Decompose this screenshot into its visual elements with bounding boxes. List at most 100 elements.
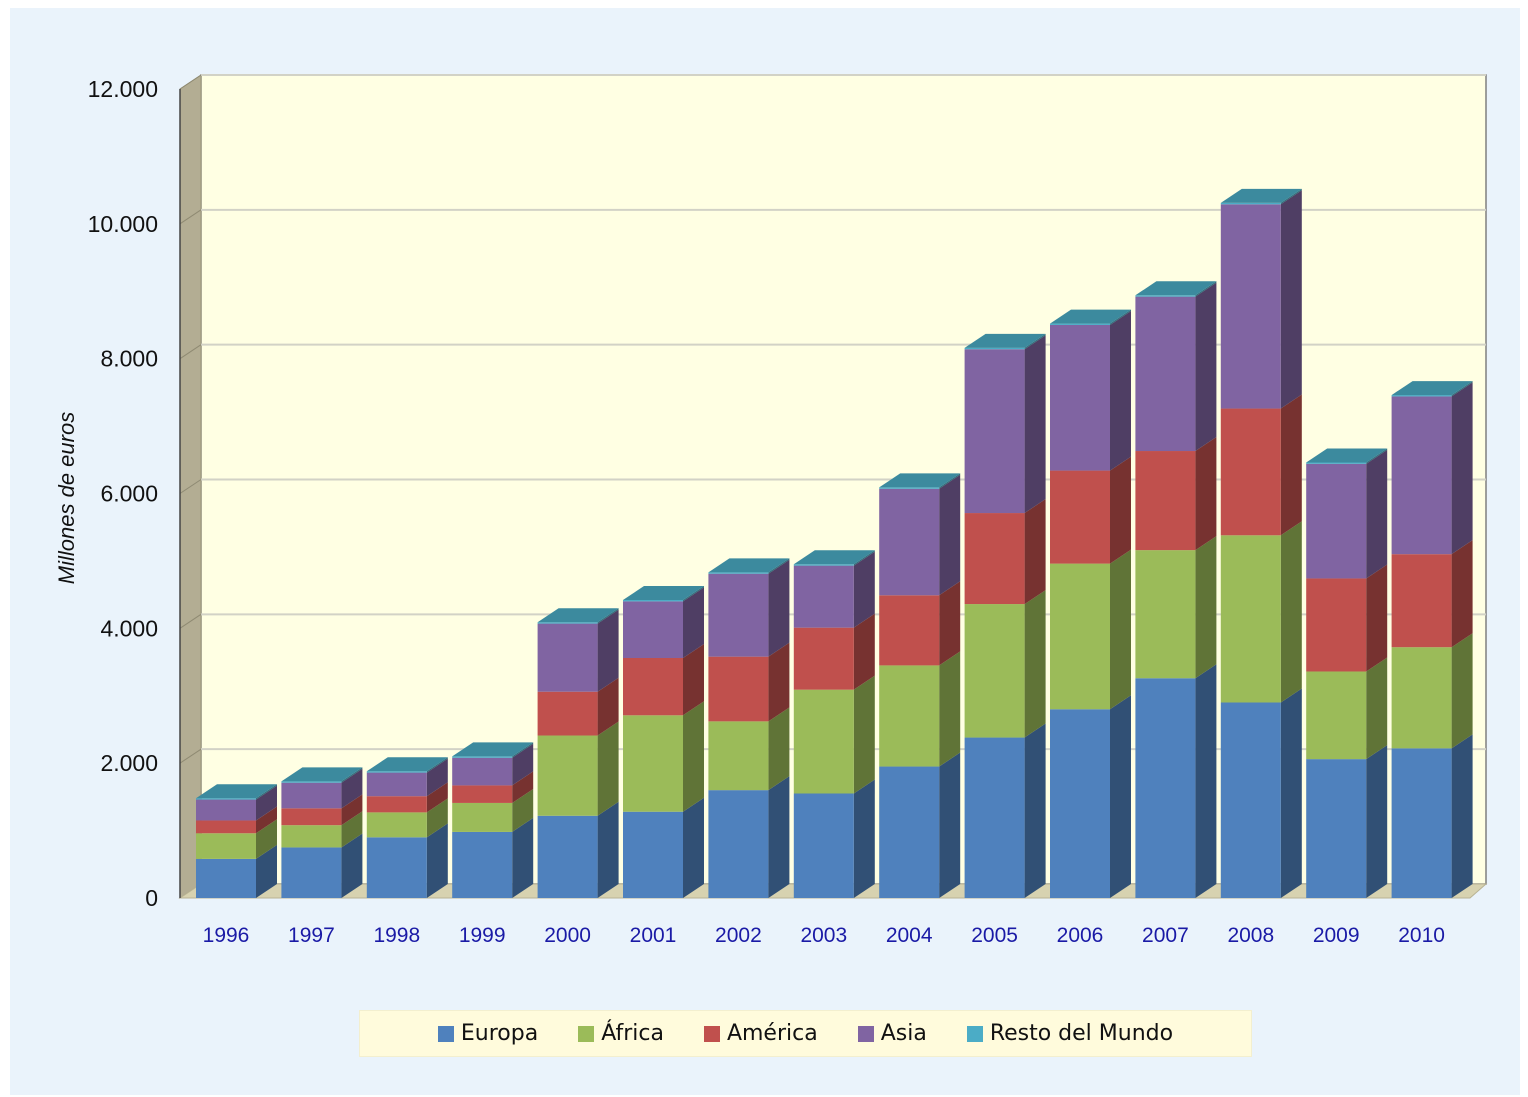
bar-2009-europa: [1306, 745, 1388, 898]
legend-item: Asia: [857, 1021, 927, 1046]
bar-front: [708, 790, 769, 898]
bar-1999-am-rica: [452, 771, 534, 803]
bar-side: [768, 642, 790, 722]
bar-1998-am-rica: [366, 782, 448, 813]
bar-front: [281, 847, 342, 898]
bar-front: [366, 796, 427, 813]
bar-side: [341, 767, 363, 783]
bar-front: [281, 781, 342, 783]
bar-2004-am-rica: [879, 581, 961, 666]
bar-front: [1306, 462, 1367, 464]
bar-side: [1451, 633, 1473, 749]
bar-2008-resto-del-mundo: [1220, 188, 1302, 205]
bar-2007--frica: [1135, 536, 1217, 679]
bar-front: [452, 757, 513, 786]
x-tick-label: 2007: [1142, 924, 1189, 947]
bar-2002-am-rica: [708, 642, 790, 722]
bar-side: [1366, 657, 1388, 760]
bar-side: [256, 806, 277, 834]
bar-side: [426, 758, 448, 797]
bar-front: [623, 715, 683, 812]
gridline-side: [179, 209, 202, 225]
bar-side: [1110, 309, 1131, 325]
bar-front: [1050, 563, 1110, 710]
bar-top: [708, 558, 790, 573]
bar-1996-resto-del-mundo: [196, 784, 277, 800]
bar-top: [1135, 281, 1217, 296]
x-tick-label: 1997: [288, 924, 335, 947]
bar-side: [853, 779, 875, 898]
bar-2007-resto-del-mundo: [1135, 281, 1217, 297]
bar-front: [1391, 748, 1452, 898]
bar-2002-europa: [708, 776, 790, 898]
bar-2005-am-rica: [964, 499, 1046, 605]
bar-1996-europa: [196, 844, 277, 898]
bar-front: [366, 837, 427, 898]
legend-item: Resto del Mundo: [966, 1021, 1173, 1046]
y-tick-label: 10.000: [88, 211, 158, 237]
bar-1998-asia: [366, 758, 448, 797]
bar-front: [708, 721, 769, 791]
bar-front: [1050, 323, 1110, 325]
bar-side: [512, 743, 534, 786]
bar-front: [964, 737, 1025, 898]
bar-front: [1220, 204, 1281, 409]
bar-side: [512, 771, 534, 803]
bar-side: [1366, 449, 1388, 579]
bar-side: [1024, 499, 1046, 605]
axes: 0 2.000 4.000 6.000 8.000 10.000 12.000 1996 199…: [88, 76, 1445, 947]
bar-2000-asia: [537, 609, 619, 692]
bar-side: [1366, 564, 1388, 672]
bar-front: [793, 627, 854, 690]
bar-front: [537, 623, 598, 692]
bar-side: [853, 551, 875, 628]
bar-front: [623, 811, 683, 898]
legend-swatch: [437, 1025, 454, 1042]
bar-side: [426, 757, 448, 773]
legend-label: Asia: [880, 1021, 927, 1046]
bar-2001-asia: [623, 587, 704, 658]
x-tick-label: 2003: [800, 924, 847, 947]
bar-2006-resto-del-mundo: [1050, 309, 1131, 325]
legend-label: América: [726, 1021, 818, 1046]
bar-front: [879, 487, 940, 489]
gridline-side: [179, 344, 202, 360]
x-tick-label: 2001: [630, 924, 677, 947]
bars: [196, 188, 1473, 898]
bar-1999-resto-del-mundo: [452, 742, 534, 758]
bar-front: [1220, 535, 1281, 703]
bar-front: [1135, 550, 1196, 679]
legend-item: África: [578, 1021, 664, 1046]
bar-front: [1050, 470, 1110, 564]
bar-side: [1451, 540, 1473, 648]
bar-front: [537, 735, 598, 816]
bar-front: [793, 565, 854, 628]
bar-side: [1024, 333, 1046, 350]
bar-1999-europa: [452, 817, 534, 898]
bar-2010-europa: [1391, 734, 1473, 898]
bar-2001--frica: [623, 701, 704, 812]
bar-side: [853, 675, 875, 794]
bar-front: [1306, 578, 1367, 672]
bar-side: [426, 782, 448, 813]
bar-side: [597, 801, 619, 898]
gridline-side: [179, 613, 202, 629]
bar-2009--frica: [1306, 657, 1388, 760]
bar-side: [1366, 745, 1388, 898]
bar-side: [512, 788, 534, 832]
x-tick-label: 2010: [1398, 924, 1445, 947]
bar-front: [366, 771, 427, 773]
bar-side: [768, 558, 790, 574]
bar-side: [768, 707, 790, 791]
bar-2005--frica: [964, 590, 1046, 738]
bar-front: [1220, 202, 1281, 205]
bar-side: [1280, 188, 1302, 205]
bar-side: [939, 581, 961, 666]
x-tick-label: 2000: [544, 924, 591, 947]
bar-2003--frica: [793, 675, 875, 794]
bar-front: [1135, 296, 1196, 452]
bar-front: [1391, 395, 1452, 397]
bar-2005-asia: [964, 335, 1046, 514]
bar-2007-am-rica: [1135, 437, 1217, 551]
bar-side: [939, 752, 961, 898]
